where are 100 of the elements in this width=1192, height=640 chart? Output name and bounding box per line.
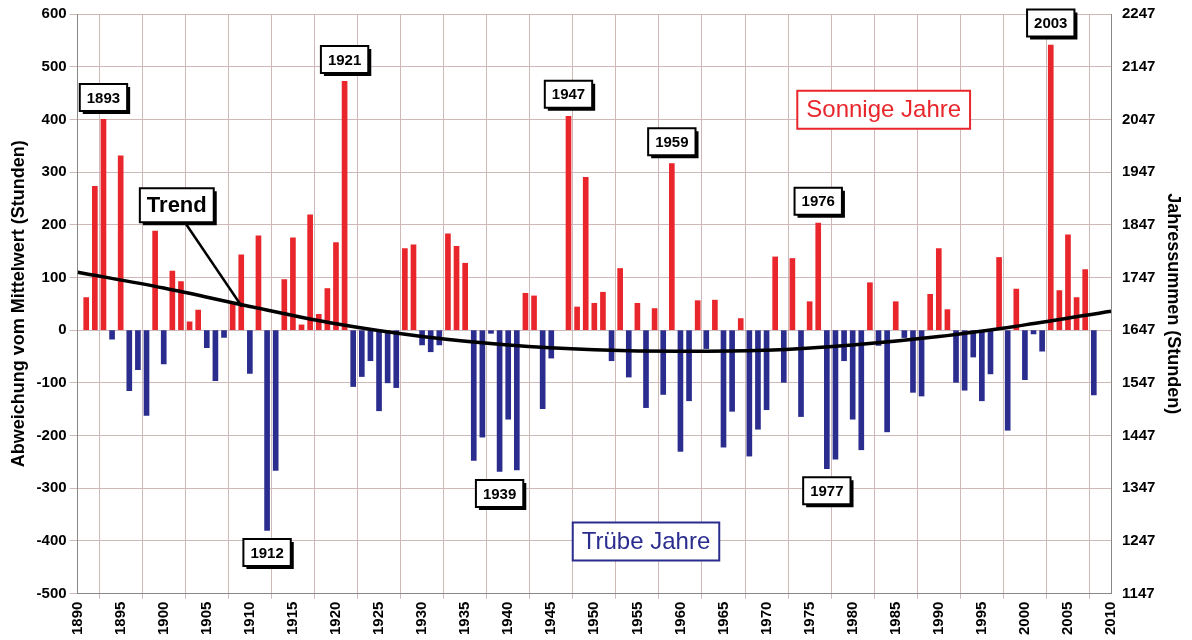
- bar: [617, 268, 623, 330]
- bar: [660, 330, 667, 395]
- annotation: 1921: [327, 50, 362, 68]
- bar: [867, 282, 873, 330]
- bar: [1039, 330, 1045, 352]
- y2-tick-label: 1747: [1122, 267, 1156, 285]
- bar: [109, 330, 115, 340]
- annotation: 1977: [810, 481, 844, 499]
- x-tick-label: 1945: [541, 601, 559, 636]
- bar: [1022, 330, 1028, 381]
- bar: [884, 330, 890, 433]
- y2-tick-label: 1547: [1122, 373, 1156, 390]
- bar: [152, 230, 158, 330]
- bar: [780, 330, 787, 383]
- y2-tick-label: 1947: [1122, 162, 1156, 180]
- y-tick-label: 300: [41, 162, 67, 180]
- bar: [686, 330, 692, 402]
- bar: [953, 330, 959, 383]
- y-tick-label: 200: [41, 214, 67, 232]
- bar: [1090, 330, 1097, 396]
- y-tick-label: 400: [41, 109, 67, 127]
- bar: [462, 262, 468, 330]
- y2-tick-label: 2147: [1122, 56, 1156, 74]
- x-tick-label: 1920: [326, 601, 344, 636]
- bar: [1013, 288, 1020, 330]
- bar: [117, 155, 124, 330]
- text: Sonnige Jahre: [806, 95, 962, 123]
- bar: [625, 330, 632, 378]
- bar: [488, 330, 494, 334]
- annotation: 1976: [801, 192, 835, 210]
- y2-tick-label: 1347: [1122, 478, 1156, 496]
- bar: [402, 248, 408, 330]
- bar: [393, 330, 400, 388]
- x-tick-label: 1970: [756, 601, 774, 636]
- x-tick-label: 1975: [799, 601, 817, 636]
- x-tick-label: 2005: [1058, 601, 1076, 636]
- x-tick-label: 1965: [713, 601, 731, 636]
- y2-tick-label: 1447: [1122, 425, 1156, 443]
- y2-tick-label: 2047: [1122, 109, 1156, 127]
- bar: [178, 281, 184, 330]
- y2-tick-label: 1247: [1122, 531, 1156, 549]
- bar: [531, 295, 537, 330]
- x-tick-label: 1900: [153, 601, 171, 636]
- x-tick-label: 1925: [369, 601, 387, 636]
- y-tick-label: -500: [36, 583, 67, 601]
- bar: [264, 330, 270, 531]
- annotation: 1947: [551, 85, 586, 103]
- bar: [849, 330, 856, 420]
- bar: [935, 248, 942, 330]
- bar: [221, 330, 227, 338]
- bar: [92, 185, 98, 330]
- bar: [195, 309, 202, 330]
- x-tick-label: 1950: [584, 601, 602, 636]
- y-tick-label: -200: [36, 425, 67, 443]
- bar: [358, 330, 365, 377]
- bar: [281, 279, 288, 330]
- bar: [513, 330, 520, 471]
- bar: [1047, 44, 1054, 330]
- annotation: 1959: [655, 132, 689, 150]
- y-tick-label: 0: [58, 320, 67, 338]
- bar: [470, 330, 477, 461]
- annotation: 2003: [1034, 14, 1068, 32]
- bar: [1004, 330, 1011, 431]
- bar: [247, 330, 253, 374]
- x-tick-label: 1955: [627, 601, 645, 636]
- bar: [927, 294, 934, 330]
- y-tick-label: -300: [36, 478, 67, 496]
- bar: [858, 330, 865, 451]
- x-tick-label: 1905: [196, 601, 214, 636]
- text: Trübe Jahre: [581, 527, 711, 555]
- bar: [505, 330, 512, 420]
- bar: [979, 330, 985, 402]
- x-tick-label: 1930: [412, 601, 430, 636]
- y2-tick-label: 1847: [1122, 214, 1156, 232]
- y-tick-label: 100: [41, 267, 67, 285]
- bar: [333, 242, 339, 330]
- x-tick-label: 1915: [283, 601, 301, 636]
- bar: [600, 291, 606, 330]
- bar: [737, 318, 744, 330]
- bar: [729, 330, 735, 412]
- bar: [1030, 330, 1037, 335]
- x-tick-label: 1960: [670, 601, 688, 636]
- bar: [798, 330, 804, 417]
- x-tick-label: 1985: [885, 601, 903, 636]
- bar: [160, 330, 167, 365]
- x-tick-label: 1935: [455, 601, 473, 636]
- bar: [703, 330, 710, 349]
- y2-tick-label: 1147: [1122, 583, 1155, 601]
- x-tick-label: 1990: [928, 601, 946, 636]
- bar: [186, 321, 193, 330]
- y-tick-label: -100: [36, 373, 67, 390]
- bar: [712, 299, 718, 330]
- bar: [582, 177, 589, 330]
- bar: [574, 306, 580, 330]
- x-tick-label: 1980: [842, 601, 860, 636]
- bar: [290, 237, 296, 330]
- bar: [83, 297, 90, 330]
- bar: [944, 309, 951, 330]
- bar: [376, 330, 382, 412]
- bar: [910, 330, 916, 393]
